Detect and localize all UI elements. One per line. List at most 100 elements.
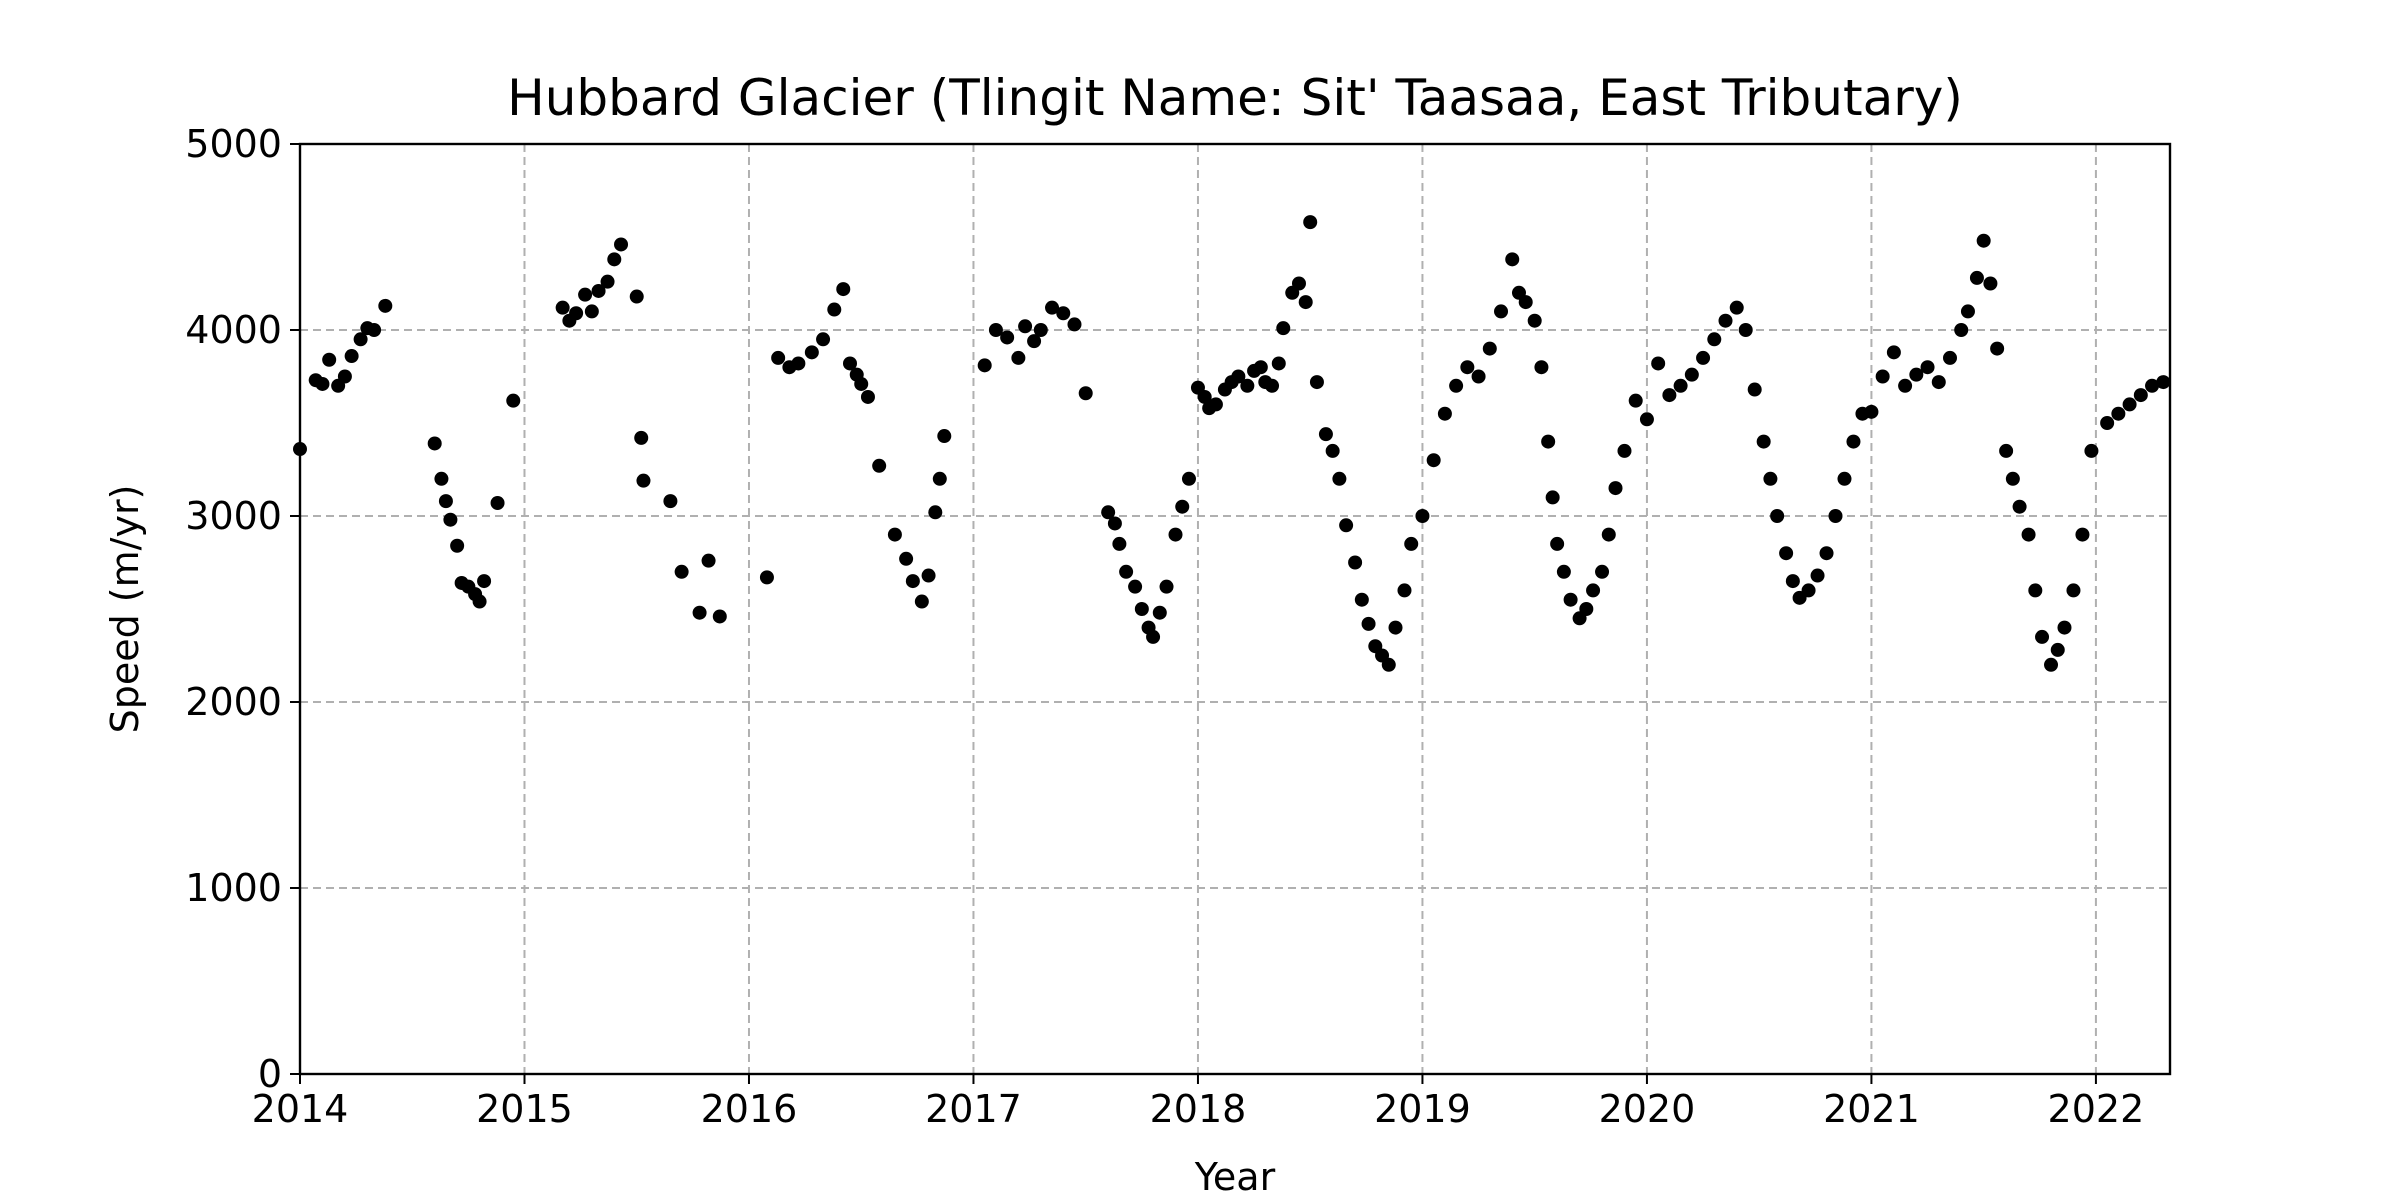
data-point bbox=[1617, 443, 1632, 458]
x-tick-label: 2017 bbox=[925, 1087, 1022, 1131]
data-point bbox=[836, 282, 851, 297]
data-point bbox=[490, 495, 505, 510]
y-axis-label: Speed (m/yr) bbox=[103, 485, 147, 734]
data-point bbox=[1875, 369, 1890, 384]
data-point bbox=[1253, 360, 1268, 375]
data-point bbox=[477, 574, 492, 589]
data-point bbox=[591, 283, 606, 298]
data-point bbox=[1864, 404, 1879, 419]
data-point bbox=[2075, 527, 2090, 542]
data-point bbox=[1729, 300, 1744, 315]
data-point bbox=[1332, 471, 1347, 486]
data-point bbox=[2057, 620, 2072, 635]
data-point bbox=[1931, 375, 1946, 390]
data-point bbox=[1271, 356, 1286, 371]
data-point bbox=[1545, 490, 1560, 505]
data-point bbox=[1146, 629, 1161, 644]
data-point bbox=[1541, 434, 1556, 449]
y-tick-label: 4000 bbox=[185, 308, 282, 352]
data-point bbox=[1276, 321, 1291, 336]
data-point bbox=[854, 376, 869, 391]
data-point bbox=[1954, 323, 1969, 337]
data-point bbox=[1437, 406, 1452, 421]
data-point bbox=[771, 350, 786, 365]
y-tick-label: 2000 bbox=[185, 680, 282, 724]
data-point bbox=[506, 393, 521, 408]
data-point bbox=[1785, 574, 1800, 589]
data-point bbox=[2035, 629, 2050, 644]
data-point bbox=[1662, 388, 1677, 403]
data-point bbox=[1976, 233, 1991, 248]
data-point bbox=[1586, 583, 1601, 598]
data-point bbox=[1033, 323, 1048, 337]
data-point bbox=[600, 274, 615, 289]
data-point bbox=[1707, 332, 1722, 347]
data-point bbox=[1770, 509, 1785, 523]
data-point bbox=[1107, 516, 1122, 531]
data-point bbox=[937, 429, 952, 444]
data-point bbox=[1628, 393, 1643, 408]
data-point bbox=[353, 332, 368, 347]
data-point bbox=[977, 358, 992, 373]
data-point bbox=[1810, 568, 1825, 583]
x-tick-label: 2019 bbox=[1374, 1087, 1471, 1131]
data-point bbox=[914, 594, 929, 609]
data-point bbox=[1886, 345, 1901, 360]
data-point bbox=[1112, 536, 1127, 551]
data-point bbox=[1920, 360, 1935, 375]
y-tick-label: 5000 bbox=[185, 122, 282, 166]
data-point bbox=[712, 609, 727, 624]
data-point bbox=[1397, 583, 1412, 598]
data-point bbox=[2156, 375, 2171, 390]
data-point bbox=[434, 471, 449, 486]
data-point bbox=[2021, 527, 2036, 542]
data-point bbox=[701, 553, 716, 568]
data-point bbox=[804, 345, 819, 360]
data-point bbox=[1828, 509, 1843, 523]
data-point bbox=[1231, 369, 1246, 384]
data-point bbox=[1696, 350, 1711, 365]
data-point bbox=[2028, 583, 2043, 598]
data-point bbox=[1067, 317, 1082, 332]
x-tick-label: 2021 bbox=[1823, 1087, 1920, 1131]
data-point bbox=[1018, 319, 1033, 334]
y-tick-label: 3000 bbox=[185, 494, 282, 538]
data-point bbox=[1595, 564, 1610, 579]
ticks-layer: 2014 2015 2016 2017 2018 2019 2020 2021 2022 0 100… bbox=[185, 122, 2144, 1131]
data-point bbox=[1426, 453, 1441, 468]
data-point bbox=[1651, 356, 1666, 371]
data-point bbox=[843, 356, 857, 371]
data-point bbox=[1415, 509, 1430, 523]
data-point bbox=[1639, 412, 1654, 427]
data-point bbox=[2005, 471, 2020, 486]
data-point bbox=[1318, 427, 1333, 442]
data-point bbox=[1534, 360, 1549, 375]
data-point bbox=[322, 352, 337, 367]
data-point bbox=[2012, 499, 2027, 514]
y-tick-label: 1000 bbox=[185, 866, 282, 910]
x-tick-label: 2014 bbox=[252, 1087, 349, 1131]
data-point bbox=[887, 527, 902, 542]
data-point bbox=[1846, 434, 1861, 449]
data-point bbox=[629, 289, 644, 304]
data-point bbox=[1518, 295, 1533, 310]
data-point bbox=[1601, 527, 1616, 542]
data-point bbox=[860, 389, 875, 404]
x-axis-label: Year bbox=[1194, 1155, 1276, 1199]
data-point bbox=[791, 356, 806, 371]
x-tick-label: 2015 bbox=[476, 1087, 573, 1131]
data-point bbox=[1404, 536, 1419, 551]
data-point bbox=[1779, 546, 1794, 561]
data-point bbox=[438, 494, 453, 509]
data-point bbox=[1045, 300, 1060, 315]
data-point bbox=[1527, 313, 1542, 328]
data-point bbox=[759, 570, 774, 585]
data-point bbox=[1381, 657, 1396, 672]
data-point bbox=[872, 458, 887, 473]
data-point bbox=[427, 436, 442, 451]
x-tick-label: 2016 bbox=[701, 1087, 798, 1131]
data-point bbox=[344, 349, 359, 364]
data-point bbox=[367, 323, 382, 337]
